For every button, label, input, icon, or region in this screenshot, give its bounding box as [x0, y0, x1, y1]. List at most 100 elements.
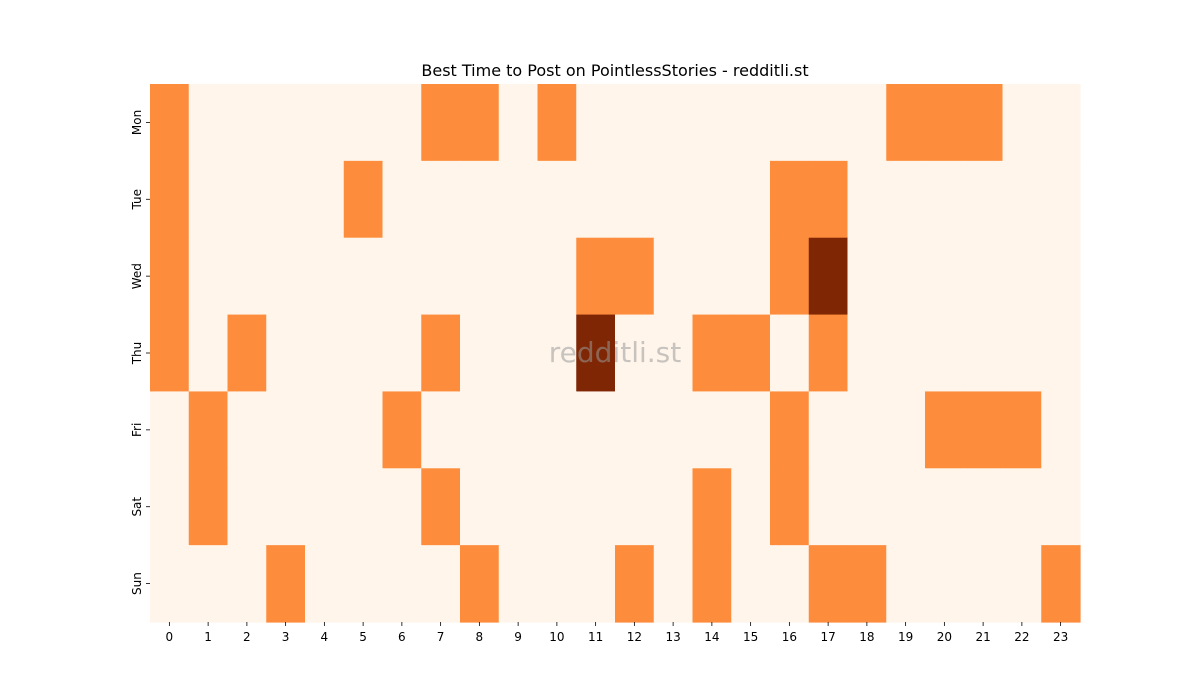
heatmap-cell-thu-12 [615, 314, 655, 393]
heatmap-cell-wed-19 [886, 237, 926, 316]
heatmap-cell-tue-16 [770, 160, 810, 239]
heatmap-cell-wed-15 [731, 237, 771, 316]
heatmap-cell-thu-2 [227, 314, 267, 393]
heatmap-cell-thu-3 [266, 314, 306, 393]
heatmap-cell-mon-23 [1041, 84, 1081, 162]
x-tick-label: 4 [321, 630, 329, 644]
heatmap-cell-sat-22 [1002, 468, 1042, 546]
heatmap-cell-thu-14 [692, 314, 732, 393]
heatmap-cell-thu-7 [421, 314, 461, 393]
watermark-text: redditli.st [549, 336, 681, 369]
heatmap-cell-wed-23 [1041, 237, 1081, 316]
heatmap-cell-tue-0 [150, 160, 190, 239]
heatmap-cell-sun-22 [1002, 545, 1042, 623]
heatmap-cell-sat-23 [1041, 468, 1081, 546]
heatmap-cell-sat-7 [421, 468, 461, 546]
heatmap-cell-tue-14 [692, 160, 732, 239]
heatmap-cell-sat-4 [305, 468, 345, 546]
x-axis: 0 1 2 3 4 5 6 7 8 9 10 11 12 13 14 15 16 17 18 19 20 21 22 23 [166, 622, 1068, 644]
heatmap-cell-thu-0 [150, 314, 190, 393]
y-tick-label: Fri [130, 423, 144, 437]
heatmap-cell-mon-20 [925, 84, 965, 162]
heatmap-cell-fri-19 [886, 391, 926, 469]
heatmap-cell-fri-10 [537, 391, 577, 469]
heatmap-cell-fri-0 [150, 391, 190, 469]
heatmap-cell-mon-11 [576, 84, 616, 162]
x-tick-label: 15 [743, 630, 758, 644]
x-tick-label: 17 [820, 630, 835, 644]
heatmap-cell-mon-16 [770, 84, 810, 162]
heatmap-cell-sun-13 [653, 545, 694, 623]
x-tick-label: 7 [437, 630, 445, 644]
heatmap-cell-wed-5 [343, 237, 384, 316]
heatmap-cell-sun-3 [266, 545, 306, 623]
heatmap-cell-sat-6 [382, 468, 422, 546]
x-tick-label: 9 [514, 630, 522, 644]
heatmap-cell-mon-2 [227, 84, 267, 162]
y-tick-label: Tue [130, 189, 144, 211]
x-tick-label: 23 [1053, 630, 1068, 644]
heatmap-cell-sun-5 [343, 545, 384, 623]
heatmap-cell-wed-21 [963, 237, 1004, 316]
heatmap-cell-sat-9 [498, 468, 539, 546]
y-tick-label: Wed [130, 263, 144, 289]
chart-title: Best Time to Post on PointlessStories - … [421, 61, 808, 80]
heatmap-cell-tue-7 [421, 160, 461, 239]
heatmap-cell-tue-11 [576, 160, 616, 239]
heatmap-cell-mon-13 [653, 84, 694, 162]
y-tick-label: Thu [130, 342, 144, 366]
heatmap-cell-wed-11 [576, 237, 616, 316]
heatmap-cell-tue-23 [1041, 160, 1081, 239]
heatmap-cell-sat-20 [925, 468, 965, 546]
heatmap-cell-mon-0 [150, 84, 190, 162]
y-axis: Mon Tue Wed Thu Fri Sat Sun [130, 110, 150, 595]
x-tick-label: 2 [243, 630, 251, 644]
heatmap-cell-sun-2 [227, 545, 267, 623]
heatmap-cell-fri-11 [576, 391, 616, 469]
heatmap-cell-wed-17 [808, 237, 849, 316]
heatmap-cell-sun-8 [460, 545, 500, 623]
heatmap-cell-sun-15 [731, 545, 771, 623]
heatmap-cell-wed-1 [188, 237, 229, 316]
heatmap-cell-tue-2 [227, 160, 267, 239]
heatmap-cell-sun-18 [847, 545, 887, 623]
x-tick-label: 14 [704, 630, 719, 644]
heatmap-cell-wed-3 [266, 237, 306, 316]
heatmap-cell-wed-10 [537, 237, 577, 316]
heatmap-cell-sun-19 [886, 545, 926, 623]
heatmap-cell-fri-3 [266, 391, 306, 469]
heatmap-cell-sun-7 [421, 545, 461, 623]
heatmap-cell-sun-17 [808, 545, 849, 623]
heatmap-cell-sun-9 [498, 545, 539, 623]
heatmap-cell-fri-6 [382, 391, 422, 469]
heatmap-cell-tue-1 [188, 160, 229, 239]
heatmap-cell-mon-1 [188, 84, 229, 162]
x-tick-label: 13 [665, 630, 680, 644]
heatmap-cell-sun-4 [305, 545, 345, 623]
x-tick-label: 20 [937, 630, 952, 644]
heatmap-cell-thu-17 [808, 314, 849, 393]
heatmap-cell-thu-16 [770, 314, 810, 393]
heatmap-cell-wed-2 [227, 237, 267, 316]
heatmap-cell-sat-3 [266, 468, 306, 546]
heatmap-cell-mon-10 [537, 84, 577, 162]
heatmap-cell-wed-9 [498, 237, 539, 316]
heatmap-cell-tue-15 [731, 160, 771, 239]
heatmap-cell-sun-1 [188, 545, 229, 623]
heatmap-cell-sat-11 [576, 468, 616, 546]
heatmap-cell-wed-12 [615, 237, 655, 316]
heatmap-cell-mon-18 [847, 84, 887, 162]
heatmap-cell-sat-17 [808, 468, 849, 546]
heatmap-cell-wed-14 [692, 237, 732, 316]
heatmap-cell-wed-7 [421, 237, 461, 316]
heatmap-cell-sat-5 [343, 468, 384, 546]
heatmap-cell-thu-11 [576, 314, 616, 393]
heatmap-cell-sat-18 [847, 468, 887, 546]
heatmap-cell-thu-10 [537, 314, 577, 393]
heatmap-cell-sat-12 [615, 468, 655, 546]
heatmap-cell-mon-9 [498, 84, 539, 162]
heatmap-cell-mon-8 [460, 84, 500, 162]
x-tick-label: 12 [627, 630, 642, 644]
heatmap-cell-tue-9 [498, 160, 539, 239]
heatmap-cell-thu-18 [847, 314, 887, 393]
